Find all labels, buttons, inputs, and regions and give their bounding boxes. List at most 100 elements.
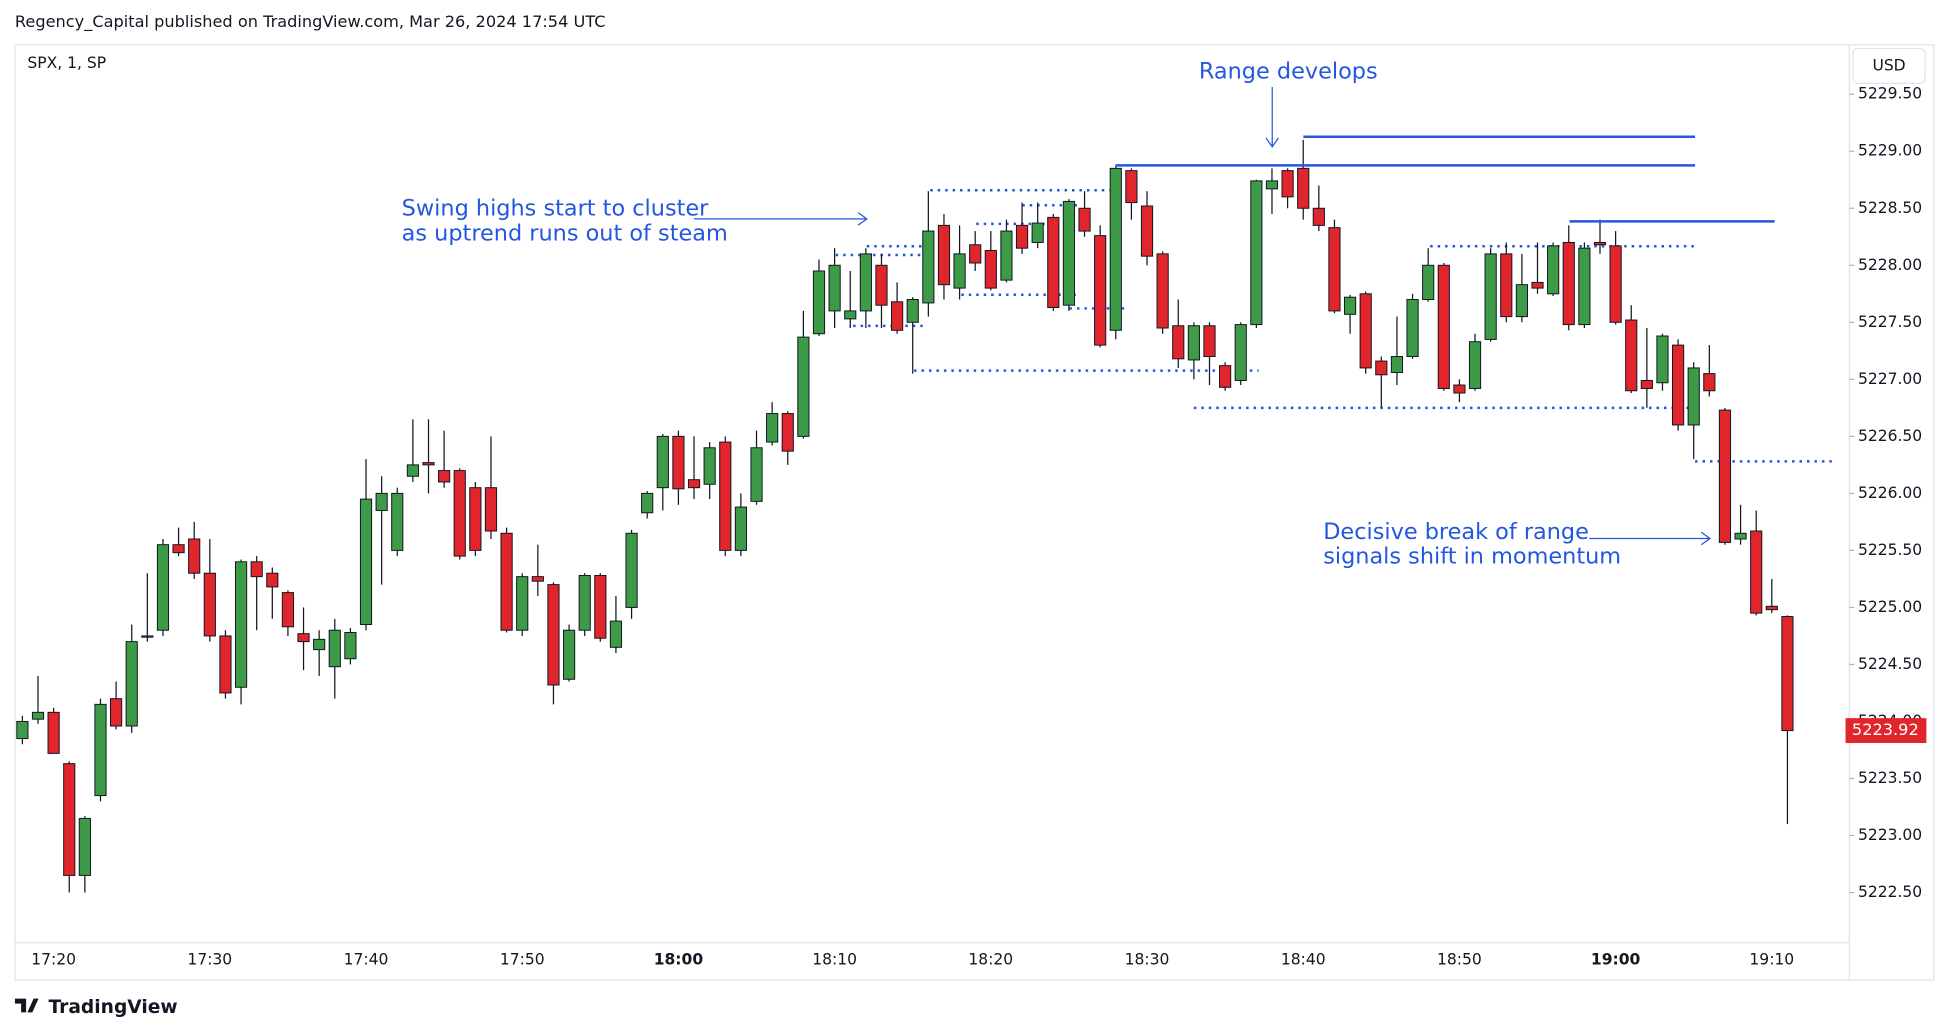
candle-body bbox=[1375, 360, 1388, 376]
x-tick-label: 19:00 bbox=[1591, 951, 1641, 969]
candle-body bbox=[578, 574, 591, 631]
candle-body bbox=[766, 413, 779, 443]
ticks: 5222.505223.005223.505224.005224.505225.… bbox=[31, 85, 1922, 969]
candle-body bbox=[281, 592, 295, 628]
candle-body bbox=[687, 479, 701, 489]
candle-body bbox=[1687, 367, 1700, 426]
candle-body bbox=[47, 711, 60, 754]
candle-body bbox=[1437, 264, 1450, 389]
candle-body bbox=[1781, 616, 1794, 732]
candle-body bbox=[937, 224, 951, 286]
annotation: Swing highs start to cluster bbox=[402, 195, 709, 221]
y-tick-label: 5223.50 bbox=[1858, 769, 1922, 787]
x-tick-label: 18:20 bbox=[968, 951, 1013, 969]
candle-body bbox=[500, 532, 513, 631]
candle-body bbox=[656, 435, 669, 489]
candle-body bbox=[1531, 281, 1544, 289]
candle-body bbox=[16, 720, 29, 740]
candle-body bbox=[172, 544, 185, 554]
annotation: Decisive break of range bbox=[1323, 519, 1589, 545]
candle-body bbox=[516, 576, 529, 631]
candle-body bbox=[609, 620, 623, 648]
candle-body bbox=[875, 264, 888, 306]
candle-body bbox=[406, 464, 419, 477]
candle-body bbox=[1062, 200, 1076, 306]
candle-body bbox=[797, 336, 810, 437]
candle-body bbox=[891, 301, 904, 331]
candle-body bbox=[1328, 227, 1341, 312]
candle-body bbox=[953, 253, 966, 289]
y-tick-label: 5229.50 bbox=[1858, 85, 1922, 103]
arrow bbox=[1265, 87, 1279, 148]
last-price-box bbox=[1845, 718, 1927, 744]
candle-body bbox=[297, 633, 310, 643]
candle-body bbox=[1187, 325, 1200, 361]
candle-body bbox=[110, 698, 123, 727]
brand: TradingView bbox=[49, 997, 178, 1018]
x-tick-label: 18:10 bbox=[812, 951, 857, 969]
chart-frame bbox=[14, 44, 1935, 981]
candle-body bbox=[1593, 241, 1607, 246]
candle-body bbox=[641, 492, 654, 514]
candle-body bbox=[1156, 253, 1169, 329]
candle-body bbox=[1625, 319, 1638, 392]
x-tick-label: 17:40 bbox=[344, 951, 389, 969]
candle-body bbox=[1422, 264, 1435, 301]
candle-body bbox=[313, 638, 326, 651]
y-tick-label: 5226.00 bbox=[1858, 484, 1922, 502]
candle-body bbox=[453, 470, 466, 557]
x-tick-label: 18:50 bbox=[1437, 951, 1482, 969]
candle-body bbox=[719, 441, 732, 551]
candle-body bbox=[1468, 341, 1482, 389]
x-tick-label: 19:10 bbox=[1749, 951, 1794, 969]
candle-body bbox=[1140, 205, 1154, 257]
candle-body bbox=[438, 470, 451, 483]
candle-body bbox=[219, 635, 232, 694]
candle-body bbox=[63, 763, 76, 876]
candle-body bbox=[1453, 384, 1466, 394]
candle-body bbox=[1297, 167, 1310, 209]
candle-body bbox=[1219, 365, 1232, 388]
candle-body bbox=[375, 492, 388, 511]
arrows bbox=[693, 87, 1712, 546]
candle-body bbox=[250, 561, 263, 578]
currency-box[interactable] bbox=[1852, 47, 1926, 84]
candle-body bbox=[1203, 325, 1216, 358]
candle-body bbox=[1734, 532, 1747, 540]
candle-body bbox=[828, 264, 841, 312]
candle-body bbox=[156, 544, 170, 631]
arrow bbox=[693, 212, 868, 226]
candle-body bbox=[484, 487, 498, 532]
x-tick-label: 18:40 bbox=[1281, 951, 1326, 969]
candle-body bbox=[531, 576, 544, 582]
last-price: 5223.92 bbox=[1852, 720, 1919, 739]
annotation: Range develops bbox=[1199, 59, 1378, 85]
y-tick-label: 5228.50 bbox=[1858, 199, 1922, 217]
candle-body bbox=[1765, 605, 1778, 611]
candle-body bbox=[1640, 379, 1653, 389]
candle-body bbox=[188, 538, 201, 574]
candle-body bbox=[1703, 373, 1716, 392]
candle-body bbox=[1234, 324, 1247, 381]
candle-body bbox=[391, 492, 404, 551]
candle-body bbox=[1578, 247, 1591, 326]
candle-body bbox=[906, 299, 919, 323]
candle-body bbox=[969, 244, 982, 264]
publisher: Regency_Capital published on TradingView… bbox=[15, 12, 606, 32]
candle-body bbox=[1562, 241, 1575, 326]
currency[interactable]: USD bbox=[1872, 56, 1905, 74]
candle-body bbox=[844, 310, 857, 320]
candle-body bbox=[141, 635, 154, 638]
candle-body bbox=[234, 561, 248, 688]
candle-body bbox=[812, 270, 826, 335]
candle-body bbox=[31, 711, 45, 720]
candle-body bbox=[781, 413, 794, 452]
candle-body bbox=[547, 584, 560, 686]
candle-body bbox=[1047, 216, 1060, 308]
candle-body bbox=[1656, 335, 1669, 384]
candle-body bbox=[734, 506, 747, 551]
candle-body bbox=[672, 435, 685, 490]
candle-body bbox=[1750, 530, 1763, 614]
candle-body bbox=[1515, 284, 1528, 318]
